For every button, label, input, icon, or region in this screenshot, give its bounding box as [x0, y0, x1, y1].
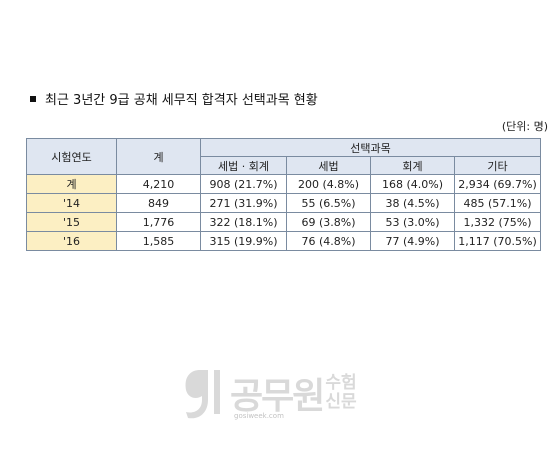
row-cell: 271 (31.9%) [200, 193, 287, 213]
row-cell: 315 (19.9%) [200, 231, 287, 251]
watermark-main-text: 공무원 [230, 376, 325, 417]
row-cell: 1,117 (70.5%) [453, 231, 542, 251]
watermark: 공무원 수험 신문 [178, 366, 357, 420]
row-cell: 200 (4.8%) [286, 174, 371, 194]
watermark-url: gosiweek.com [234, 412, 284, 420]
watermark-side-top: 수험 [325, 373, 357, 393]
row-cell: 38 (4.5%) [370, 193, 455, 213]
row-total: 1,776 [116, 212, 201, 232]
header-subject-group: 선택과목 [199, 138, 542, 157]
section-title: 최근 3년간 9급 공채 세무직 합격자 선택과목 현황 [30, 89, 318, 108]
row-cell: 322 (18.1%) [200, 212, 287, 232]
watermark-logo-icon [178, 366, 226, 420]
header-total: 계 [116, 138, 201, 175]
row-cell: 53 (3.0%) [370, 212, 455, 232]
header-subject: 세법 · 회계 [200, 156, 287, 175]
row-cell: 2,934 (69.7%) [453, 174, 542, 194]
table-row: '16 1,585 315 (19.9%) 76 (4.8%) 77 (4.9%… [26, 231, 542, 251]
header-year: 시험연도 [26, 138, 117, 175]
row-year: '14 [26, 193, 117, 213]
table-row: '14 849 271 (31.9%) 55 (6.5%) 38 (4.5%) … [26, 193, 542, 213]
square-bullet-icon [30, 95, 36, 102]
row-total: 1,585 [116, 231, 201, 251]
row-cell: 1,332 (75%) [453, 212, 542, 232]
header-subject: 회계 [370, 156, 455, 175]
row-cell: 77 (4.9%) [370, 231, 455, 251]
row-cell: 485 (57.1%) [453, 193, 542, 213]
table-row: 계 4,210 908 (21.7%) 200 (4.8%) 168 (4.0%… [26, 174, 542, 194]
row-total: 4,210 [116, 174, 201, 194]
row-cell: 908 (21.7%) [200, 174, 287, 194]
section-title-text: 최근 3년간 9급 공채 세무직 합격자 선택과목 현황 [45, 93, 318, 108]
header-subject: 세법 [286, 156, 371, 175]
row-year: '16 [26, 231, 117, 251]
watermark-side-bottom: 신문 [325, 392, 357, 412]
row-cell: 168 (4.0%) [370, 174, 455, 194]
header-subject: 기타 [453, 156, 542, 175]
row-cell: 55 (6.5%) [286, 193, 371, 213]
row-cell: 69 (3.8%) [286, 212, 371, 232]
unit-label: (단위: 명) [501, 120, 548, 133]
table-row: '15 1,776 322 (18.1%) 69 (3.8%) 53 (3.0%… [26, 212, 542, 232]
row-year: 계 [26, 174, 117, 194]
row-total: 849 [116, 193, 201, 213]
stats-table: 시험연도 계 선택과목 세법 · 회계 세법 회계 기타 계 4,210 908… [26, 138, 542, 251]
row-year: '15 [26, 212, 117, 232]
row-cell: 76 (4.8%) [286, 231, 371, 251]
watermark-side: 수험 신문 [325, 374, 356, 412]
